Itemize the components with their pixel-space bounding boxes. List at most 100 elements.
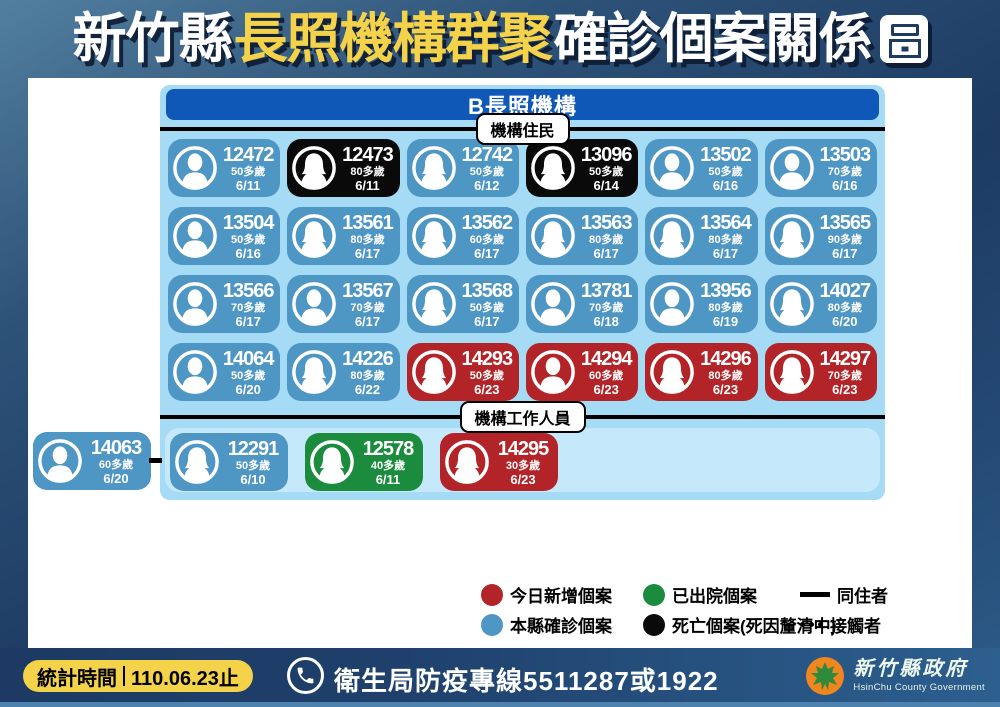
case-badge-14064: 14064 50多歲 6/20 <box>168 343 281 401</box>
case-date: 6/16 <box>712 177 739 193</box>
person-male-icon <box>769 145 815 191</box>
person-male-icon <box>37 438 83 484</box>
case-age: 60多歲 <box>469 233 504 246</box>
case-number: 13566 <box>222 279 275 302</box>
person-female-icon <box>769 213 815 259</box>
case-age: 50多歲 <box>589 165 624 178</box>
case-age: 80多歲 <box>350 165 385 178</box>
case-date: 6/16 <box>832 177 858 193</box>
case-number: 13503 <box>819 143 872 166</box>
case-badge-14063: 14063 60多歲 6/20 <box>33 432 151 490</box>
person-female-icon <box>411 281 457 327</box>
case-badge-14296: 14296 80多歲 6/23 <box>645 343 758 401</box>
person-female-icon <box>411 145 457 191</box>
case-number: 13502 <box>700 143 752 166</box>
stats-time-pill: 統計時間 110.06.23止 <box>23 660 253 692</box>
case-date: 6/23 <box>510 471 536 487</box>
case-number: 12742 <box>461 143 514 166</box>
legend-label: 接觸者 <box>830 617 881 636</box>
person-female-icon <box>291 145 337 191</box>
case-number: 13568 <box>461 279 514 302</box>
page-title: 新竹縣 長照機構群聚 確診個案關係 <box>0 0 1000 78</box>
person-female-icon <box>444 439 490 485</box>
phone-icon <box>287 657 324 694</box>
case-age: 80多歲 <box>708 301 743 314</box>
case-date: 6/11 <box>355 177 380 193</box>
person-female-icon <box>530 213 576 259</box>
case-age: 80多歲 <box>589 233 624 246</box>
case-age: 50多歲 <box>235 459 271 472</box>
person-female-icon <box>649 349 695 395</box>
person-female-icon <box>649 213 695 259</box>
case-badge-13504: 13504 50多歲 6/16 <box>168 207 281 265</box>
residents-grid: 12472 50多歲 6/11 12473 80多歲 6/11 12742 50… <box>168 139 877 401</box>
case-age: 60多歲 <box>98 458 134 471</box>
person-female-icon <box>291 349 337 395</box>
case-badge-13563: 13563 80多歲 6/17 <box>526 207 639 265</box>
case-date: 6/20 <box>103 470 129 486</box>
case-number: 14063 <box>90 436 143 459</box>
person-male-icon <box>530 349 576 395</box>
case-number: 13567 <box>342 279 394 302</box>
case-badge-13568: 13568 50多歲 6/17 <box>406 275 519 333</box>
case-age: 80多歲 <box>827 301 862 314</box>
person-female-icon <box>769 349 815 395</box>
person-female-icon <box>769 281 815 327</box>
person-female-icon <box>291 213 337 259</box>
case-date: 6/17 <box>474 313 500 329</box>
case-number: 13565 <box>819 211 872 234</box>
case-number: 14226 <box>342 347 394 370</box>
dotted-line-icon <box>800 622 823 627</box>
case-number: 12578 <box>362 437 415 460</box>
person-female-icon <box>411 213 457 259</box>
case-date: 6/17 <box>235 313 261 329</box>
case-badge-14297: 14297 70多歲 6/23 <box>764 343 877 401</box>
case-date: 6/17 <box>593 245 619 261</box>
case-age: 80多歲 <box>708 233 743 246</box>
case-number: 14297 <box>819 347 872 370</box>
case-number: 13956 <box>700 279 752 302</box>
green-dot-icon <box>643 583 665 606</box>
map-glyph-dot <box>901 46 908 51</box>
case-badge-13562: 13562 60多歲 6/17 <box>406 207 519 265</box>
case-number: 13563 <box>580 211 633 234</box>
person-female-icon <box>411 349 457 395</box>
case-date: 6/23 <box>832 381 858 397</box>
case-number: 12472 <box>222 143 275 166</box>
case-date: 6/23 <box>474 381 500 397</box>
map-glyph-bar <box>890 24 919 36</box>
case-number: 14027 <box>819 279 872 302</box>
case-number: 13564 <box>700 211 752 234</box>
case-number: 12291 <box>227 437 280 460</box>
case-number: 13781 <box>580 279 633 302</box>
case-age: 70多歲 <box>231 301 266 314</box>
staff-section-label: 機構工作人員 <box>459 401 586 433</box>
case-number: 13504 <box>222 211 275 234</box>
case-age: 40多歲 <box>370 459 406 472</box>
case-age: 50多歲 <box>469 301 504 314</box>
case-age: 60多歲 <box>589 369 624 382</box>
case-age: 50多歲 <box>231 165 266 178</box>
case-age: 50多歲 <box>231 233 266 246</box>
case-date: 6/17 <box>354 313 381 329</box>
case-date: 6/17 <box>354 245 381 261</box>
case-number: 13562 <box>461 211 514 234</box>
case-age: 30多歲 <box>505 459 541 472</box>
cohabitant-badge-host: 14063 60多歲 6/20 <box>33 432 151 490</box>
case-date: 6/12 <box>474 177 500 193</box>
case-number: 14064 <box>222 347 275 370</box>
case-date: 6/20 <box>832 313 858 329</box>
case-badge-13503: 13503 70多歲 6/16 <box>764 139 877 197</box>
case-date: 6/16 <box>235 245 261 261</box>
legend-item-county-confirmed: 本縣確診個案 <box>481 612 612 637</box>
case-date: 6/11 <box>235 177 261 193</box>
case-date: 6/14 <box>593 177 619 193</box>
case-date: 6/17 <box>474 245 500 261</box>
case-age: 80多歲 <box>708 369 743 382</box>
legend-item-death: 死亡個案(死因釐清中) <box>643 612 836 637</box>
case-badge-12578: 12578 40多歲 6/11 <box>305 433 423 491</box>
case-badge-13566: 13566 70多歲 6/17 <box>168 275 281 333</box>
person-male-icon <box>291 281 337 327</box>
legend-label: 本縣確診個案 <box>510 617 612 636</box>
person-male-icon <box>530 281 576 327</box>
